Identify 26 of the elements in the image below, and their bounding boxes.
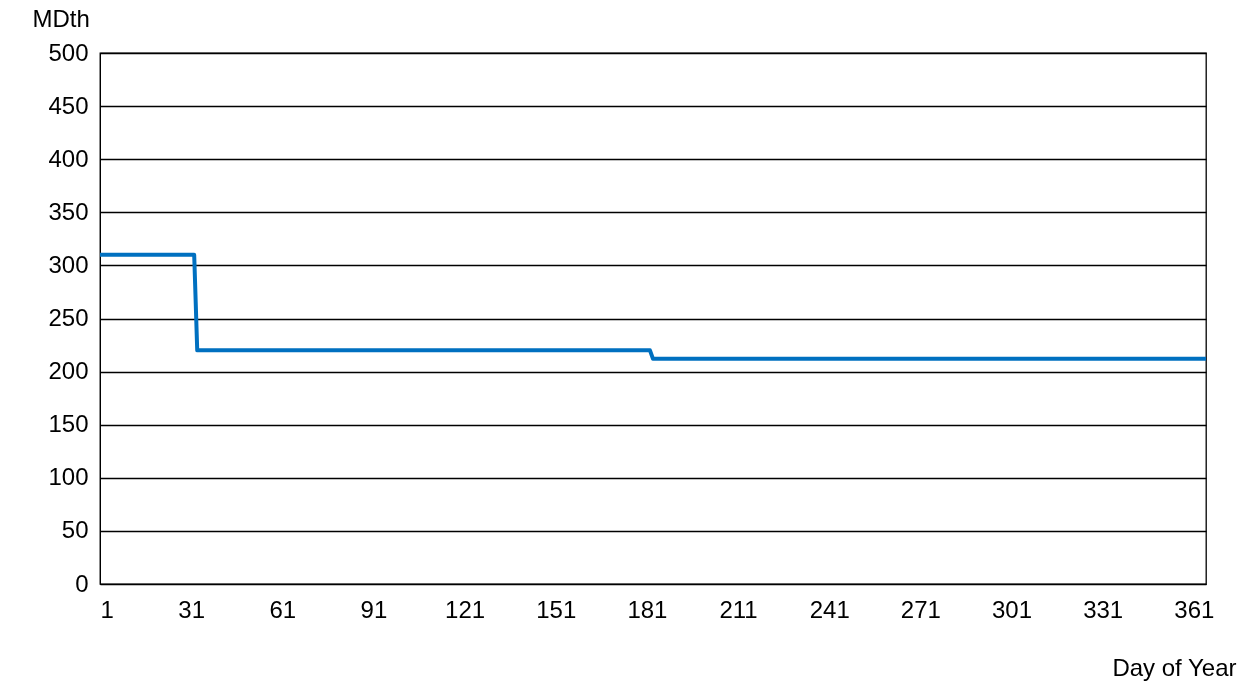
x-tick-label: 181 [627, 595, 668, 623]
x-tick-label: 1 [100, 595, 114, 623]
y-tick-label: 350 [48, 197, 89, 225]
y-tick-label: 300 [48, 250, 89, 278]
y-tick-label: 400 [48, 144, 89, 172]
x-tick-label: 151 [536, 595, 577, 623]
x-tick-label: 211 [719, 595, 758, 623]
y-tick-label: 450 [48, 91, 89, 119]
y-tick-label: 50 [61, 516, 89, 544]
y-axis-title: MDth [32, 4, 90, 32]
x-tick-label: 121 [445, 595, 486, 623]
x-tick-label: 31 [178, 595, 206, 623]
x-tick-label: 91 [360, 595, 388, 623]
y-tick-label: 100 [48, 463, 89, 491]
x-tick-label: 61 [269, 595, 297, 623]
x-axis-title: Day of Year [1112, 653, 1237, 681]
y-tick-label: 0 [75, 569, 89, 597]
y-tick-label: 150 [48, 410, 89, 438]
x-tick-label: 301 [992, 595, 1033, 623]
x-tick-label: 331 [1083, 595, 1124, 623]
x-tick-label: 361 [1174, 595, 1215, 623]
x-tick-label: 271 [900, 595, 941, 623]
y-tick-label: 250 [48, 304, 89, 331]
y-tick-label: 200 [48, 357, 89, 385]
y-tick-label: 500 [48, 38, 89, 66]
x-tick-label: 241 [809, 595, 850, 623]
